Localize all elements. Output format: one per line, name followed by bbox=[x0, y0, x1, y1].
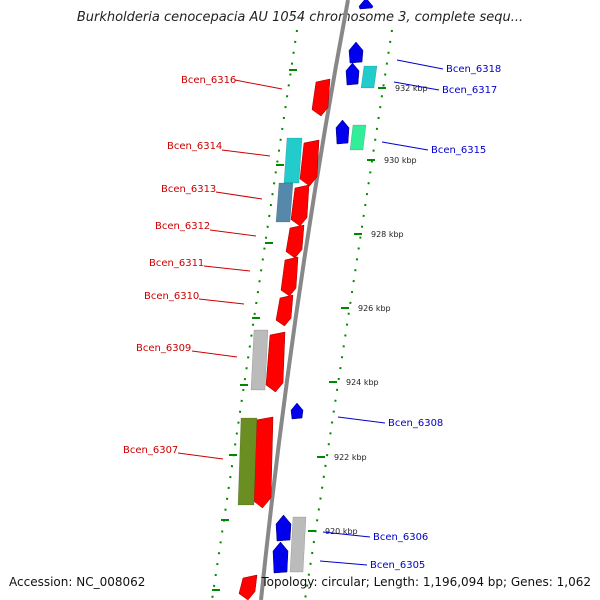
chromosome-backbone bbox=[259, 0, 350, 600]
kbp-tick-label: 928 kbp bbox=[371, 230, 404, 239]
kbp-tick-label: 932 kbp bbox=[395, 84, 428, 93]
gene-block-bcen-6305 bbox=[289, 516, 307, 573]
map-title: Burkholderia cenocepacia AU 1054 chromos… bbox=[76, 10, 524, 25]
gene-label-bcen-6312: Bcen_6312 bbox=[155, 221, 210, 232]
kbp-tick-label: 924 kbp bbox=[346, 378, 379, 387]
label-leader-line bbox=[209, 229, 257, 237]
cyan-feature-block bbox=[283, 137, 303, 184]
gene-labels: Bcen_6316 Bcen_6314 Bcen_6313 Bcen_6312 Bcen… bbox=[123, 59, 501, 571]
gene-arrow-bcen-6315a bbox=[335, 119, 350, 145]
dotted-rings: 932 kbp 930 kbp 928 kbp 926 kbp 924 kbp 922 k… bbox=[211, 29, 428, 600]
label-leader-line bbox=[322, 531, 371, 538]
label-leader-line bbox=[393, 81, 440, 91]
gene-arrow-bcen-6311 bbox=[280, 256, 299, 297]
gene-label-bcen-6318: Bcen_6318 bbox=[446, 64, 501, 75]
gene-features bbox=[237, 0, 378, 600]
kbp-tick-label: 930 kbp bbox=[384, 156, 417, 165]
gene-block-bcen-6317 bbox=[360, 65, 378, 89]
gene-arrow-bcen-6305a bbox=[272, 541, 289, 574]
gene-label-bcen-6305: Bcen_6305 bbox=[370, 560, 425, 571]
gene-label-bcen-6308: Bcen_6308 bbox=[388, 418, 443, 429]
accession-text: Accession: NC_008062 bbox=[9, 575, 146, 589]
gene-arrow-bcen-6313 bbox=[290, 184, 310, 227]
kbp-tick-label: 920 kbp bbox=[325, 527, 358, 536]
gene-label-bcen-6306: Bcen_6306 bbox=[373, 532, 428, 543]
label-leader-line bbox=[203, 265, 251, 272]
gene-arrow-bcen-6316 bbox=[311, 78, 331, 117]
label-leader-line bbox=[381, 141, 429, 151]
label-leader-line bbox=[215, 191, 263, 200]
gene-label-bcen-6307: Bcen_6307 bbox=[123, 445, 178, 456]
steel-feature-block bbox=[275, 182, 294, 223]
gene-label-bcen-6314: Bcen_6314 bbox=[167, 141, 222, 152]
gene-arrow-bcen-6312 bbox=[285, 224, 305, 259]
label-leader-line bbox=[337, 416, 386, 424]
kbp-tick-label: 922 kbp bbox=[334, 453, 367, 462]
label-leader-line bbox=[198, 298, 245, 305]
gene-label-bcen-6309: Bcen_6309 bbox=[136, 343, 191, 354]
gene-arrow-bcen-6310 bbox=[275, 294, 294, 327]
outer-dotted-ring bbox=[304, 29, 393, 600]
label-leader-line bbox=[221, 149, 271, 157]
gene-arrow-bcen-6309 bbox=[265, 331, 286, 393]
label-leader-line bbox=[319, 560, 368, 566]
gene-block-bcen-6315 bbox=[349, 124, 367, 151]
gene-arrow-bcen-6318 bbox=[348, 41, 364, 64]
gene-arrow-bcen-6314 bbox=[299, 139, 320, 187]
gene-arrow-bcen-6306 bbox=[275, 514, 292, 542]
gene-label-bcen-6317: Bcen_6317 bbox=[442, 85, 497, 96]
gene-label-bcen-6315: Bcen_6315 bbox=[431, 145, 486, 156]
gene-label-bcen-6310: Bcen_6310 bbox=[144, 291, 199, 302]
genome-summary: Topology: circular; Length: 1,196,094 bp… bbox=[261, 575, 591, 589]
gene-arrow-top bbox=[358, 0, 374, 10]
gene-arrow-bcen-6308 bbox=[290, 402, 304, 420]
gene-label-bcen-6313: Bcen_6313 bbox=[161, 184, 216, 195]
gene-arrow-bottom bbox=[238, 574, 258, 600]
label-leader-line bbox=[234, 79, 283, 90]
olive-feature-block bbox=[237, 417, 258, 506]
gene-arrow-bcen-6318b bbox=[345, 62, 360, 86]
label-leader-line bbox=[191, 350, 238, 358]
gene-label-bcen-6311: Bcen_6311 bbox=[149, 258, 204, 269]
label-leader-line bbox=[177, 452, 224, 460]
gene-label-bcen-6316: Bcen_6316 bbox=[181, 75, 236, 86]
gray-feature-block bbox=[250, 329, 269, 391]
label-leader-line bbox=[396, 59, 444, 70]
kbp-tick-label: 926 kbp bbox=[358, 304, 391, 313]
